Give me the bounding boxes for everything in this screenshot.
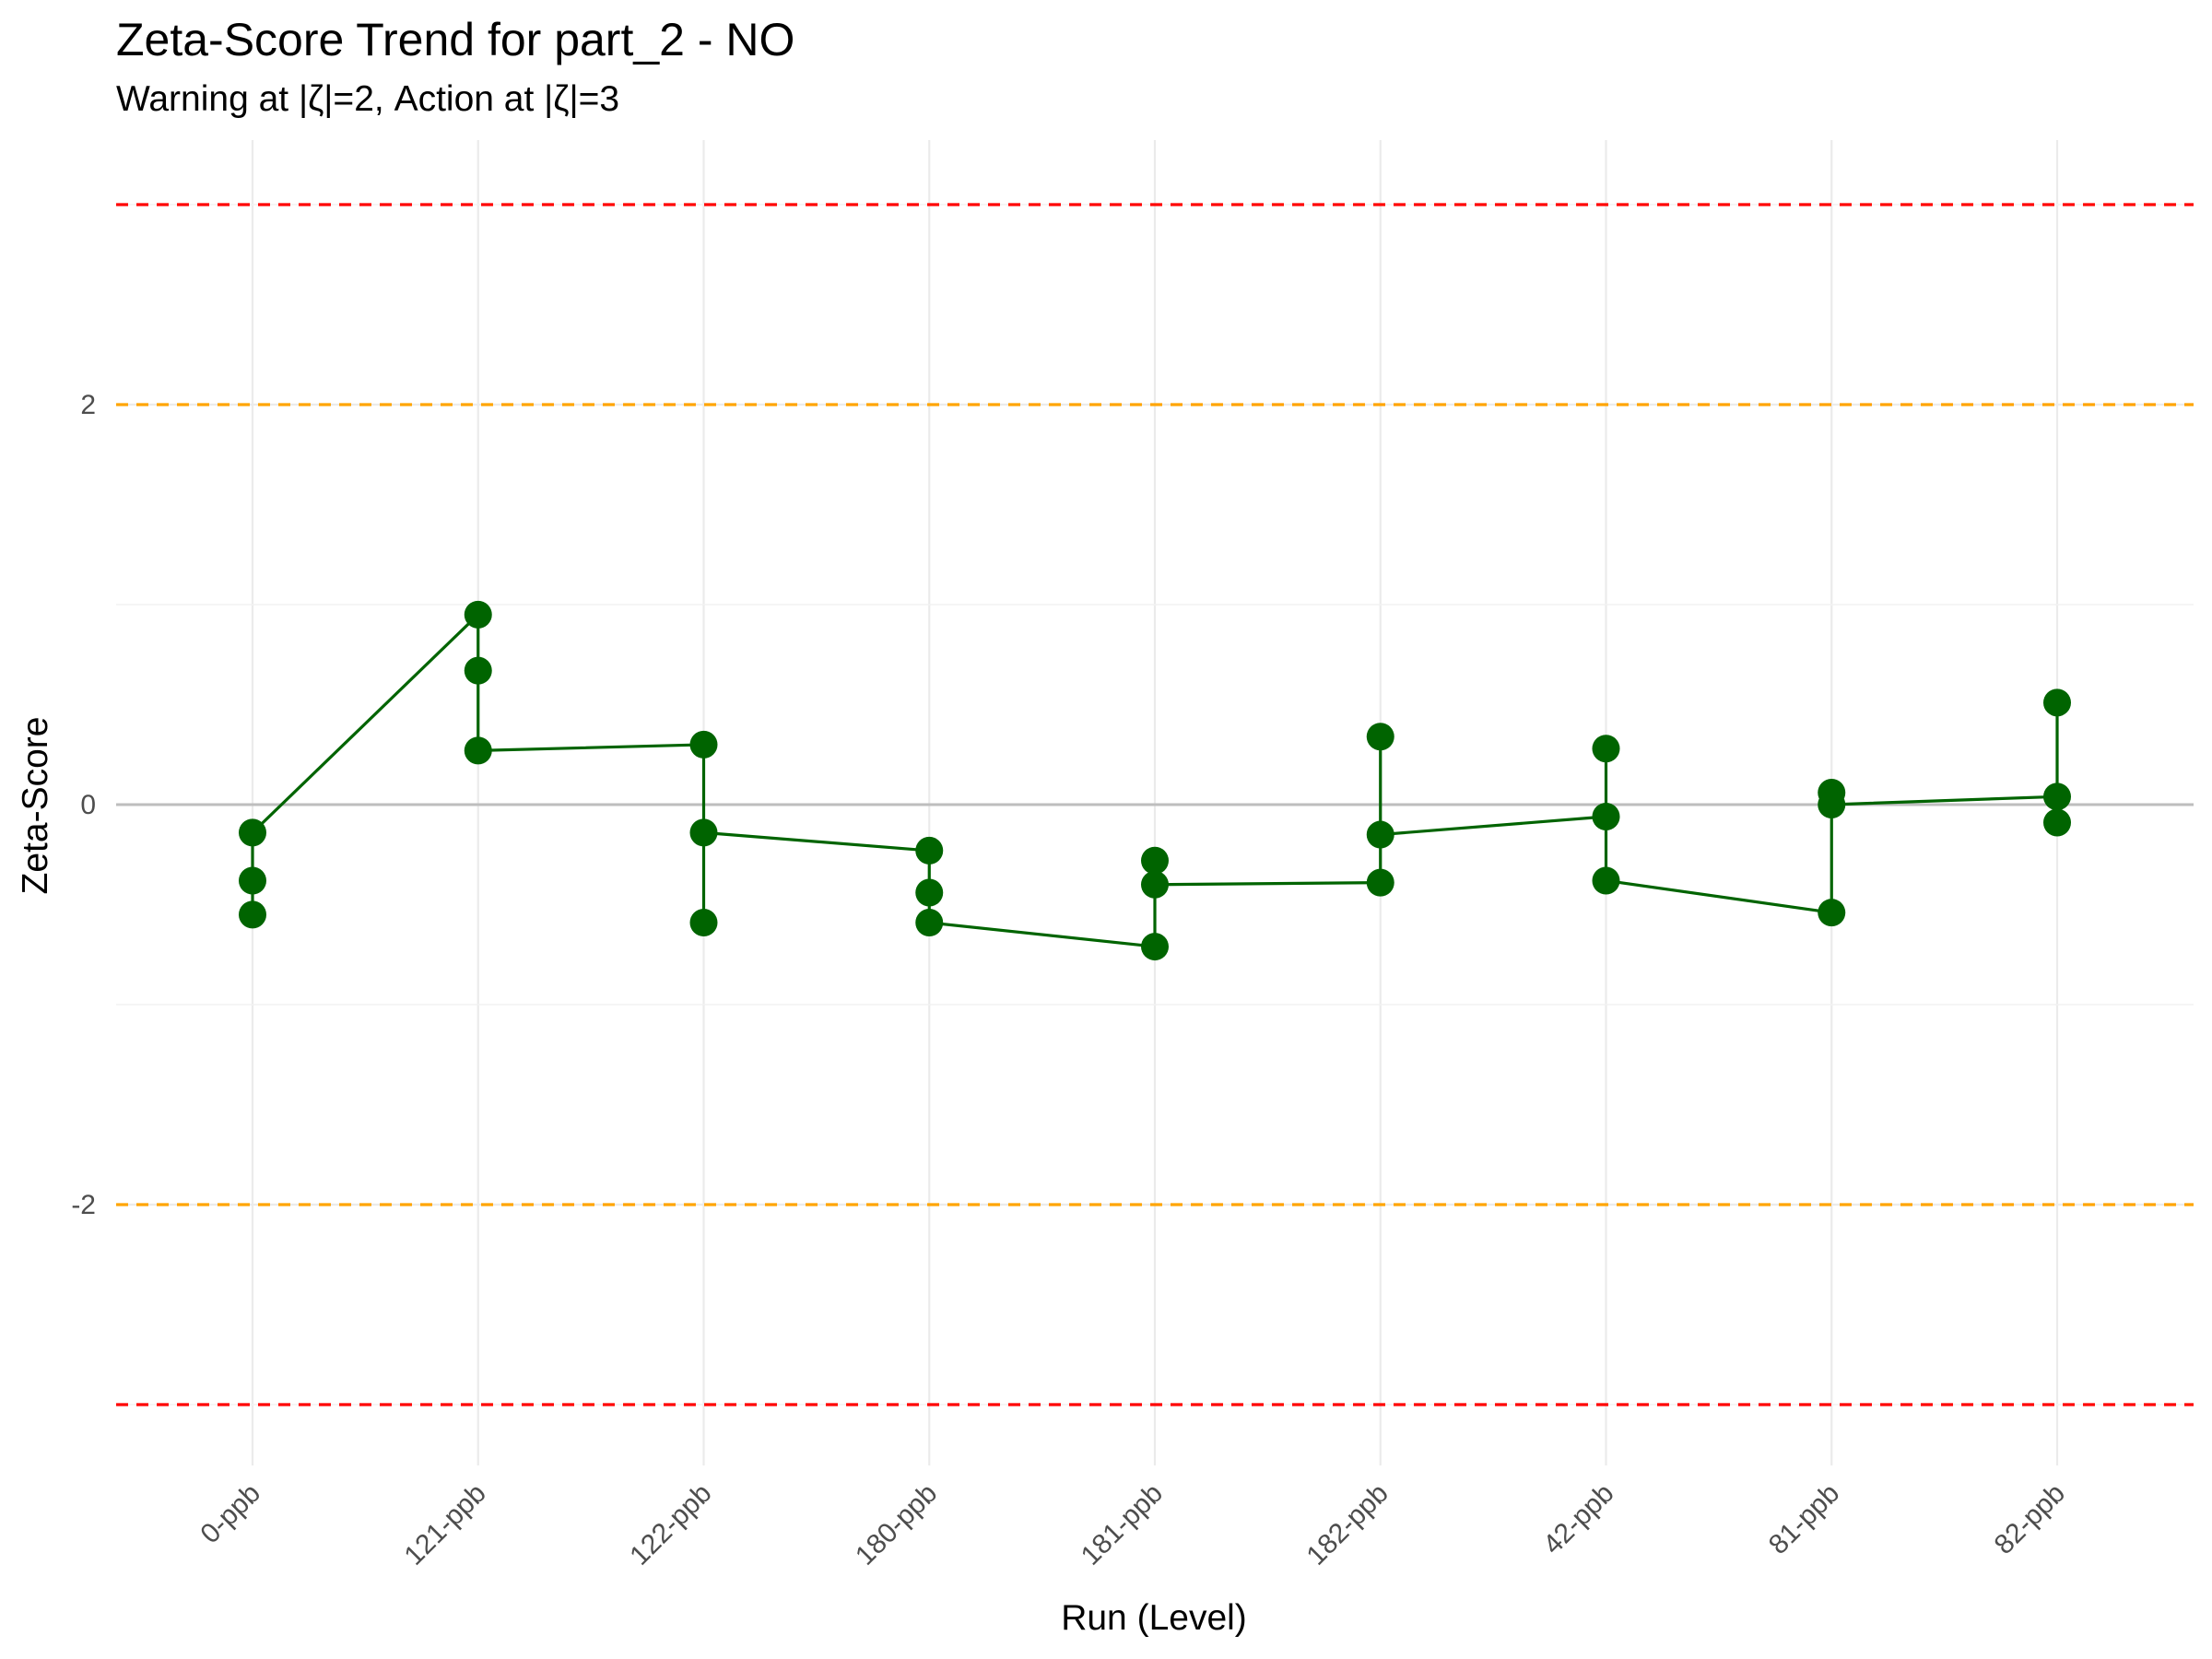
data-point-82-ppb-24 (2043, 688, 2071, 717)
x-tick-label: 181-ppb (1076, 1478, 1169, 1571)
data-point-182-ppb-15 (1366, 723, 1394, 751)
data-point-182-ppb-17 (1366, 868, 1394, 897)
data-point-181-ppb-12 (1141, 846, 1169, 875)
y-tick-label: 0 (80, 790, 96, 820)
x-tick-label: 82-ppb (1989, 1478, 2071, 1560)
data-point-180-ppb-9 (915, 836, 944, 865)
data-point-82-ppb-25 (2043, 782, 2071, 811)
data-point-180-ppb-11 (915, 909, 944, 937)
x-tick-label: 121-ppb (399, 1478, 492, 1571)
y-tick-label: 2 (80, 390, 96, 420)
data-point-42-ppb-18 (1592, 735, 1620, 763)
data-point-122-ppb-8 (689, 909, 718, 937)
data-point-81-ppb-22 (1818, 791, 1846, 818)
data-point-81-ppb-23 (1818, 899, 1846, 927)
x-tick-label: 42-ppb (1537, 1478, 1619, 1560)
data-point-121-ppb-5 (464, 736, 492, 765)
data-point-180-ppb-10 (915, 878, 944, 907)
x-tick-label: 81-ppb (1763, 1478, 1845, 1560)
x-axis-title: Run (Level) (1061, 1598, 1247, 1638)
data-point-0-ppb-0 (239, 818, 266, 847)
data-point-0-ppb-2 (239, 900, 266, 929)
data-point-122-ppb-6 (689, 730, 718, 759)
data-point-42-ppb-19 (1592, 803, 1620, 831)
data-point-121-ppb-3 (464, 600, 492, 629)
x-tick-label: 182-ppb (1301, 1478, 1394, 1571)
x-tick-label: 180-ppb (850, 1478, 943, 1571)
data-point-42-ppb-20 (1592, 866, 1620, 895)
data-point-181-ppb-14 (1141, 933, 1169, 961)
x-tick-label: 122-ppb (624, 1478, 717, 1571)
data-point-122-ppb-7 (689, 818, 718, 847)
x-tick-label: 0-ppb (194, 1478, 266, 1550)
chart-title: Zeta-Score Trend for part_2 - NO (116, 14, 795, 65)
chart-subtitle: Warning at |ζ|=2, Action at |ζ|=3 (116, 79, 620, 119)
data-point-181-ppb-13 (1141, 870, 1169, 899)
data-point-121-ppb-4 (464, 656, 492, 685)
data-point-82-ppb-26 (2043, 808, 2071, 837)
y-tick-label: -2 (71, 1190, 96, 1220)
data-points (239, 600, 2071, 961)
y-axis-title: Zeta-Score (16, 717, 55, 895)
data-point-182-ppb-16 (1366, 820, 1394, 849)
y-tick-labels: 2 0 -2 (71, 390, 96, 1220)
data-point-0-ppb-1 (239, 866, 266, 895)
x-tick-labels: 0-ppb 121-ppb 122-ppb 180-ppb 181-ppb 182-ppb… (194, 1478, 2071, 1571)
